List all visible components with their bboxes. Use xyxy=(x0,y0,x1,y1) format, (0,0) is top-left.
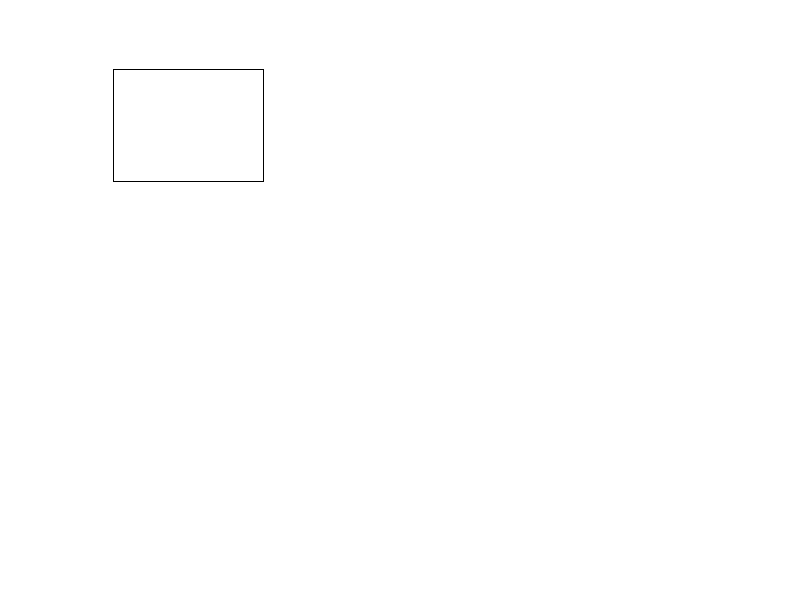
y-axis-label xyxy=(45,219,65,379)
legend xyxy=(113,69,264,182)
